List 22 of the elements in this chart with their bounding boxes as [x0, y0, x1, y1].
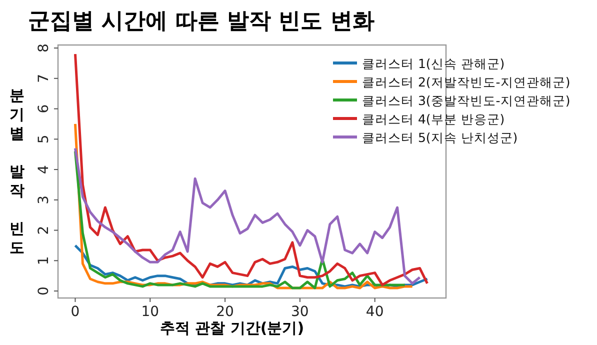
- legend-label: 클러스터 3(중발작빈도-지연관해군): [362, 93, 570, 108]
- chart-title: 군집별 시간에 따른 발작 빈도 변화: [28, 9, 374, 34]
- legend-label: 클러스터 1(신속 관해군): [362, 56, 505, 71]
- y-tick-label: 3: [36, 195, 52, 204]
- y-tick-label: 2: [36, 226, 52, 235]
- x-tick-label: 30: [291, 304, 309, 320]
- text: 분기별 발작 빈도: [10, 86, 24, 256]
- y-tick-label: 7: [36, 74, 52, 83]
- y-tick-label: 4: [36, 164, 52, 174]
- x-tick-label: 20: [216, 304, 234, 320]
- legend-label: 클러스터 2(저발작빈도-지연관해군): [362, 74, 570, 90]
- x-tick-label: 40: [366, 304, 384, 320]
- y-tick-label: 0: [36, 286, 52, 296]
- x-tick-label: 0: [70, 304, 80, 320]
- legend-label: 클러스터 4(부분 반응군): [362, 112, 505, 126]
- x-axis-title: 추적 관찰 기간(분기): [160, 319, 304, 337]
- x-tick-label: 10: [141, 304, 160, 320]
- y-tick-label: 6: [36, 104, 52, 114]
- y-tick-label: 1: [36, 256, 52, 266]
- y-tick-label: 5: [36, 134, 52, 144]
- legend-label: 클러스터 5(지속 난치성군): [362, 130, 518, 145]
- y-tick-label: 8: [36, 44, 52, 52]
